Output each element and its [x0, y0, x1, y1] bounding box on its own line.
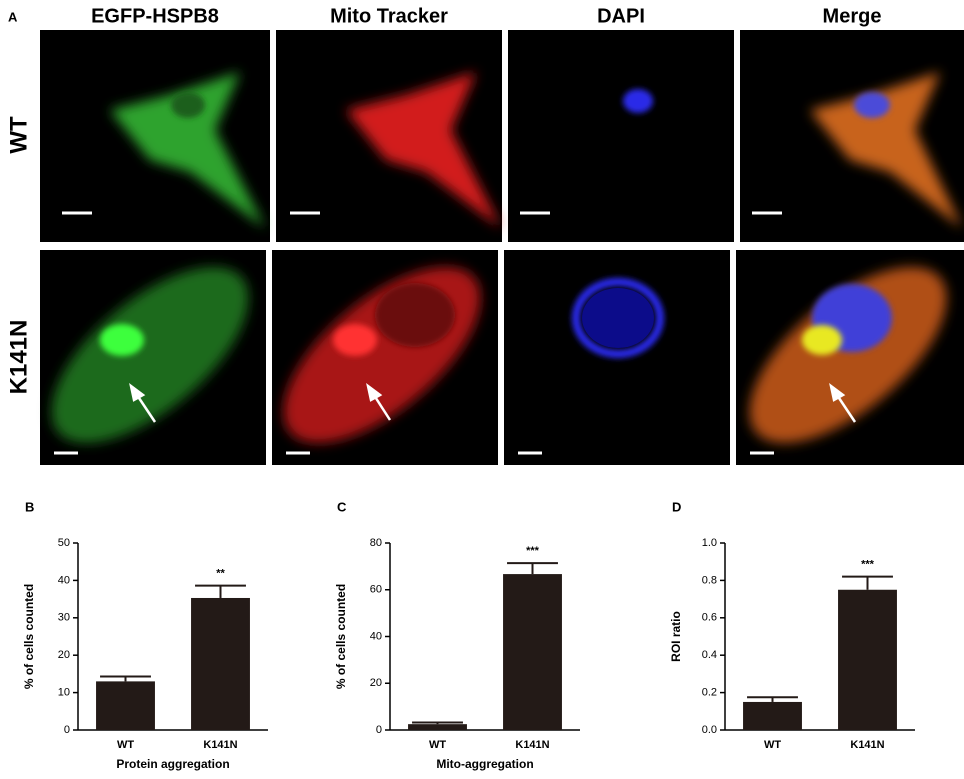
x-tick-label: WT [764, 739, 781, 751]
y-tick-label: 0 [64, 724, 70, 736]
x-tick-label: WT [117, 739, 134, 751]
column-header: Mito Tracker [330, 5, 448, 27]
bar [408, 724, 467, 730]
y-tick-label: 20 [370, 677, 382, 689]
significance: *** [526, 545, 540, 557]
error-bar [842, 575, 893, 590]
y-axis-title: ROI ratio [669, 611, 683, 662]
bar [838, 589, 897, 730]
x-axis-title: Mito-aggregation [436, 757, 533, 771]
panel-label: D [672, 499, 681, 514]
significance: *** [861, 559, 875, 571]
y-tick-label: 0 [376, 724, 382, 736]
error-bar [747, 696, 798, 702]
x-tick-label: K141N [850, 739, 884, 751]
y-tick-label: 0.0 [702, 724, 717, 736]
bar [96, 681, 155, 730]
row-label: K141N [5, 320, 32, 395]
y-tick-label: 30 [58, 612, 70, 624]
error-bar [195, 584, 246, 598]
y-tick-label: 60 [370, 584, 382, 596]
column-header: Merge [823, 5, 882, 27]
row-label: WT [5, 116, 32, 154]
y-tick-label: 40 [370, 630, 382, 642]
panel-label: C [337, 499, 347, 514]
column-header: DAPI [597, 5, 645, 27]
y-tick-label: 80 [370, 537, 382, 549]
error-bar [507, 562, 558, 575]
column-header: EGFP-HSPB8 [91, 5, 219, 27]
significance: ** [216, 568, 225, 580]
y-tick-label: 0.6 [702, 612, 717, 624]
error-bar [412, 721, 463, 725]
panel-label: B [25, 499, 34, 514]
y-tick-label: 20 [58, 649, 70, 661]
x-tick-label: K141N [515, 739, 549, 751]
y-tick-label: 10 [58, 687, 70, 699]
bar [503, 574, 562, 730]
y-axis-title: % of cells counted [334, 584, 348, 689]
x-tick-label: K141N [203, 739, 237, 751]
y-axis-title: % of cells counted [22, 584, 36, 689]
y-tick-label: 40 [58, 574, 70, 586]
bar [743, 701, 802, 730]
micrograph-row [40, 250, 964, 465]
error-bar [100, 675, 151, 682]
y-tick-label: 1.0 [702, 537, 717, 549]
y-tick-label: 0.2 [702, 687, 717, 699]
y-tick-label: 0.4 [702, 649, 717, 661]
micrograph-row [40, 30, 964, 242]
bar [191, 597, 250, 730]
y-tick-label: 0.8 [702, 574, 717, 586]
x-axis-title: Protein aggregation [116, 757, 229, 771]
x-tick-label: WT [429, 739, 446, 751]
panel-label: A [8, 9, 18, 24]
y-tick-label: 50 [58, 537, 70, 549]
